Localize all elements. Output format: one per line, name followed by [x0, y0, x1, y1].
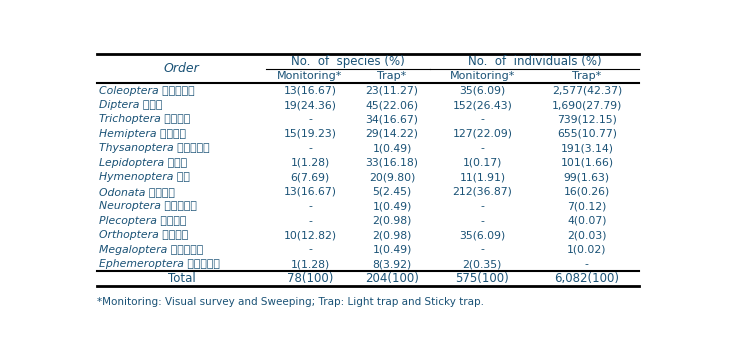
Text: Hymenoptera 벨목: Hymenoptera 벨목 — [99, 172, 190, 182]
Text: Monitoring*: Monitoring* — [450, 71, 515, 81]
Text: -: - — [480, 143, 484, 153]
Text: 1(0.49): 1(0.49) — [373, 244, 412, 255]
Text: 34(16.67): 34(16.67) — [365, 114, 418, 125]
Text: Neuroptera 풀잠자리목: Neuroptera 풀잠자리목 — [99, 201, 197, 211]
Text: 13(16.67): 13(16.67) — [284, 86, 337, 96]
Text: 152(26.43): 152(26.43) — [453, 100, 512, 110]
Text: 7(0.12): 7(0.12) — [567, 201, 607, 211]
Text: 16(0.26): 16(0.26) — [564, 187, 610, 197]
Text: 2(0.03): 2(0.03) — [567, 230, 607, 240]
Text: 6,082(100): 6,082(100) — [554, 272, 620, 285]
Text: 655(10.77): 655(10.77) — [557, 129, 617, 139]
Text: 10(12.82): 10(12.82) — [284, 230, 337, 240]
Text: 127(22.09): 127(22.09) — [453, 129, 512, 139]
Text: 2(0.98): 2(0.98) — [373, 230, 412, 240]
Text: 1(0.49): 1(0.49) — [373, 201, 412, 211]
Text: 4(0.07): 4(0.07) — [567, 216, 607, 226]
Text: -: - — [308, 114, 312, 125]
Text: 6(7.69): 6(7.69) — [290, 172, 330, 182]
Text: 739(12.15): 739(12.15) — [557, 114, 617, 125]
Text: 1(1.28): 1(1.28) — [290, 259, 330, 269]
Text: 2(0.98): 2(0.98) — [373, 216, 412, 226]
Text: 45(22.06): 45(22.06) — [365, 100, 418, 110]
Text: Plecoptera 강도래목: Plecoptera 강도래목 — [99, 216, 187, 226]
Text: 13(16.67): 13(16.67) — [284, 187, 337, 197]
Text: 33(16.18): 33(16.18) — [365, 158, 418, 168]
Text: *Monitoring: Visual survey and Sweeping; Trap: Light trap and Sticky trap.: *Monitoring: Visual survey and Sweeping;… — [97, 297, 484, 307]
Text: 99(1.63): 99(1.63) — [564, 172, 610, 182]
Text: 212(36.87): 212(36.87) — [453, 187, 512, 197]
Text: Trap*: Trap* — [378, 71, 407, 81]
Text: Order: Order — [163, 62, 200, 75]
Text: 1(0.49): 1(0.49) — [373, 143, 412, 153]
Text: 19(24.36): 19(24.36) — [284, 100, 337, 110]
Text: 191(3.14): 191(3.14) — [561, 143, 613, 153]
Text: -: - — [308, 201, 312, 211]
Text: 1(0.02): 1(0.02) — [567, 244, 607, 255]
Text: 2,577(42.37): 2,577(42.37) — [552, 86, 622, 96]
Text: 575(100): 575(100) — [456, 272, 510, 285]
Text: -: - — [480, 216, 484, 226]
Text: Orthoptera 메두기목: Orthoptera 메두기목 — [99, 230, 188, 240]
Text: 35(6.09): 35(6.09) — [459, 230, 505, 240]
Text: Odonata 잠자리목: Odonata 잠자리목 — [99, 187, 175, 197]
Text: 2(0.35): 2(0.35) — [463, 259, 502, 269]
Text: No.  of  species (%): No. of species (%) — [292, 55, 405, 68]
Text: Diptera 파리목: Diptera 파리목 — [99, 100, 163, 110]
Text: 23(11.27): 23(11.27) — [365, 86, 418, 96]
Text: 8(3.92): 8(3.92) — [373, 259, 412, 269]
Text: Hemiptera 노린재목: Hemiptera 노린재목 — [99, 129, 186, 139]
Text: -: - — [480, 244, 484, 255]
Text: -: - — [308, 143, 312, 153]
Text: 35(6.09): 35(6.09) — [459, 86, 505, 96]
Text: Coleoptera 딹정볼레목: Coleoptera 딹정볼레목 — [99, 86, 195, 96]
Text: Ephemeroptera 하루살이목: Ephemeroptera 하루살이목 — [99, 259, 220, 269]
Text: No.  of  individuals (%): No. of individuals (%) — [468, 55, 601, 68]
Text: -: - — [480, 201, 484, 211]
Text: Megaloptera 벱잠자리목: Megaloptera 벱잠자리목 — [99, 244, 203, 255]
Text: 15(19.23): 15(19.23) — [284, 129, 337, 139]
Text: 204(100): 204(100) — [365, 272, 419, 285]
Text: -: - — [480, 114, 484, 125]
Text: Lepidoptera 나비목: Lepidoptera 나비목 — [99, 158, 187, 168]
Text: Monitoring*: Monitoring* — [277, 71, 343, 81]
Text: 78(100): 78(100) — [287, 272, 333, 285]
Text: 1(0.17): 1(0.17) — [463, 158, 502, 168]
Text: 1,690(27.79): 1,690(27.79) — [552, 100, 622, 110]
Text: 5(2.45): 5(2.45) — [373, 187, 412, 197]
Text: 11(1.91): 11(1.91) — [459, 172, 505, 182]
Text: -: - — [308, 216, 312, 226]
Text: Total: Total — [168, 272, 195, 285]
Text: 101(1.66): 101(1.66) — [561, 158, 613, 168]
Text: 1(1.28): 1(1.28) — [290, 158, 330, 168]
Text: 20(9.80): 20(9.80) — [369, 172, 415, 182]
Text: -: - — [308, 244, 312, 255]
Text: Trap*: Trap* — [572, 71, 601, 81]
Text: -: - — [585, 259, 589, 269]
Text: 29(14.22): 29(14.22) — [365, 129, 418, 139]
Text: Trichoptera 날도래목: Trichoptera 날도래목 — [99, 114, 190, 125]
Text: Thysanoptera 총체볼레목: Thysanoptera 총체볼레목 — [99, 143, 210, 153]
